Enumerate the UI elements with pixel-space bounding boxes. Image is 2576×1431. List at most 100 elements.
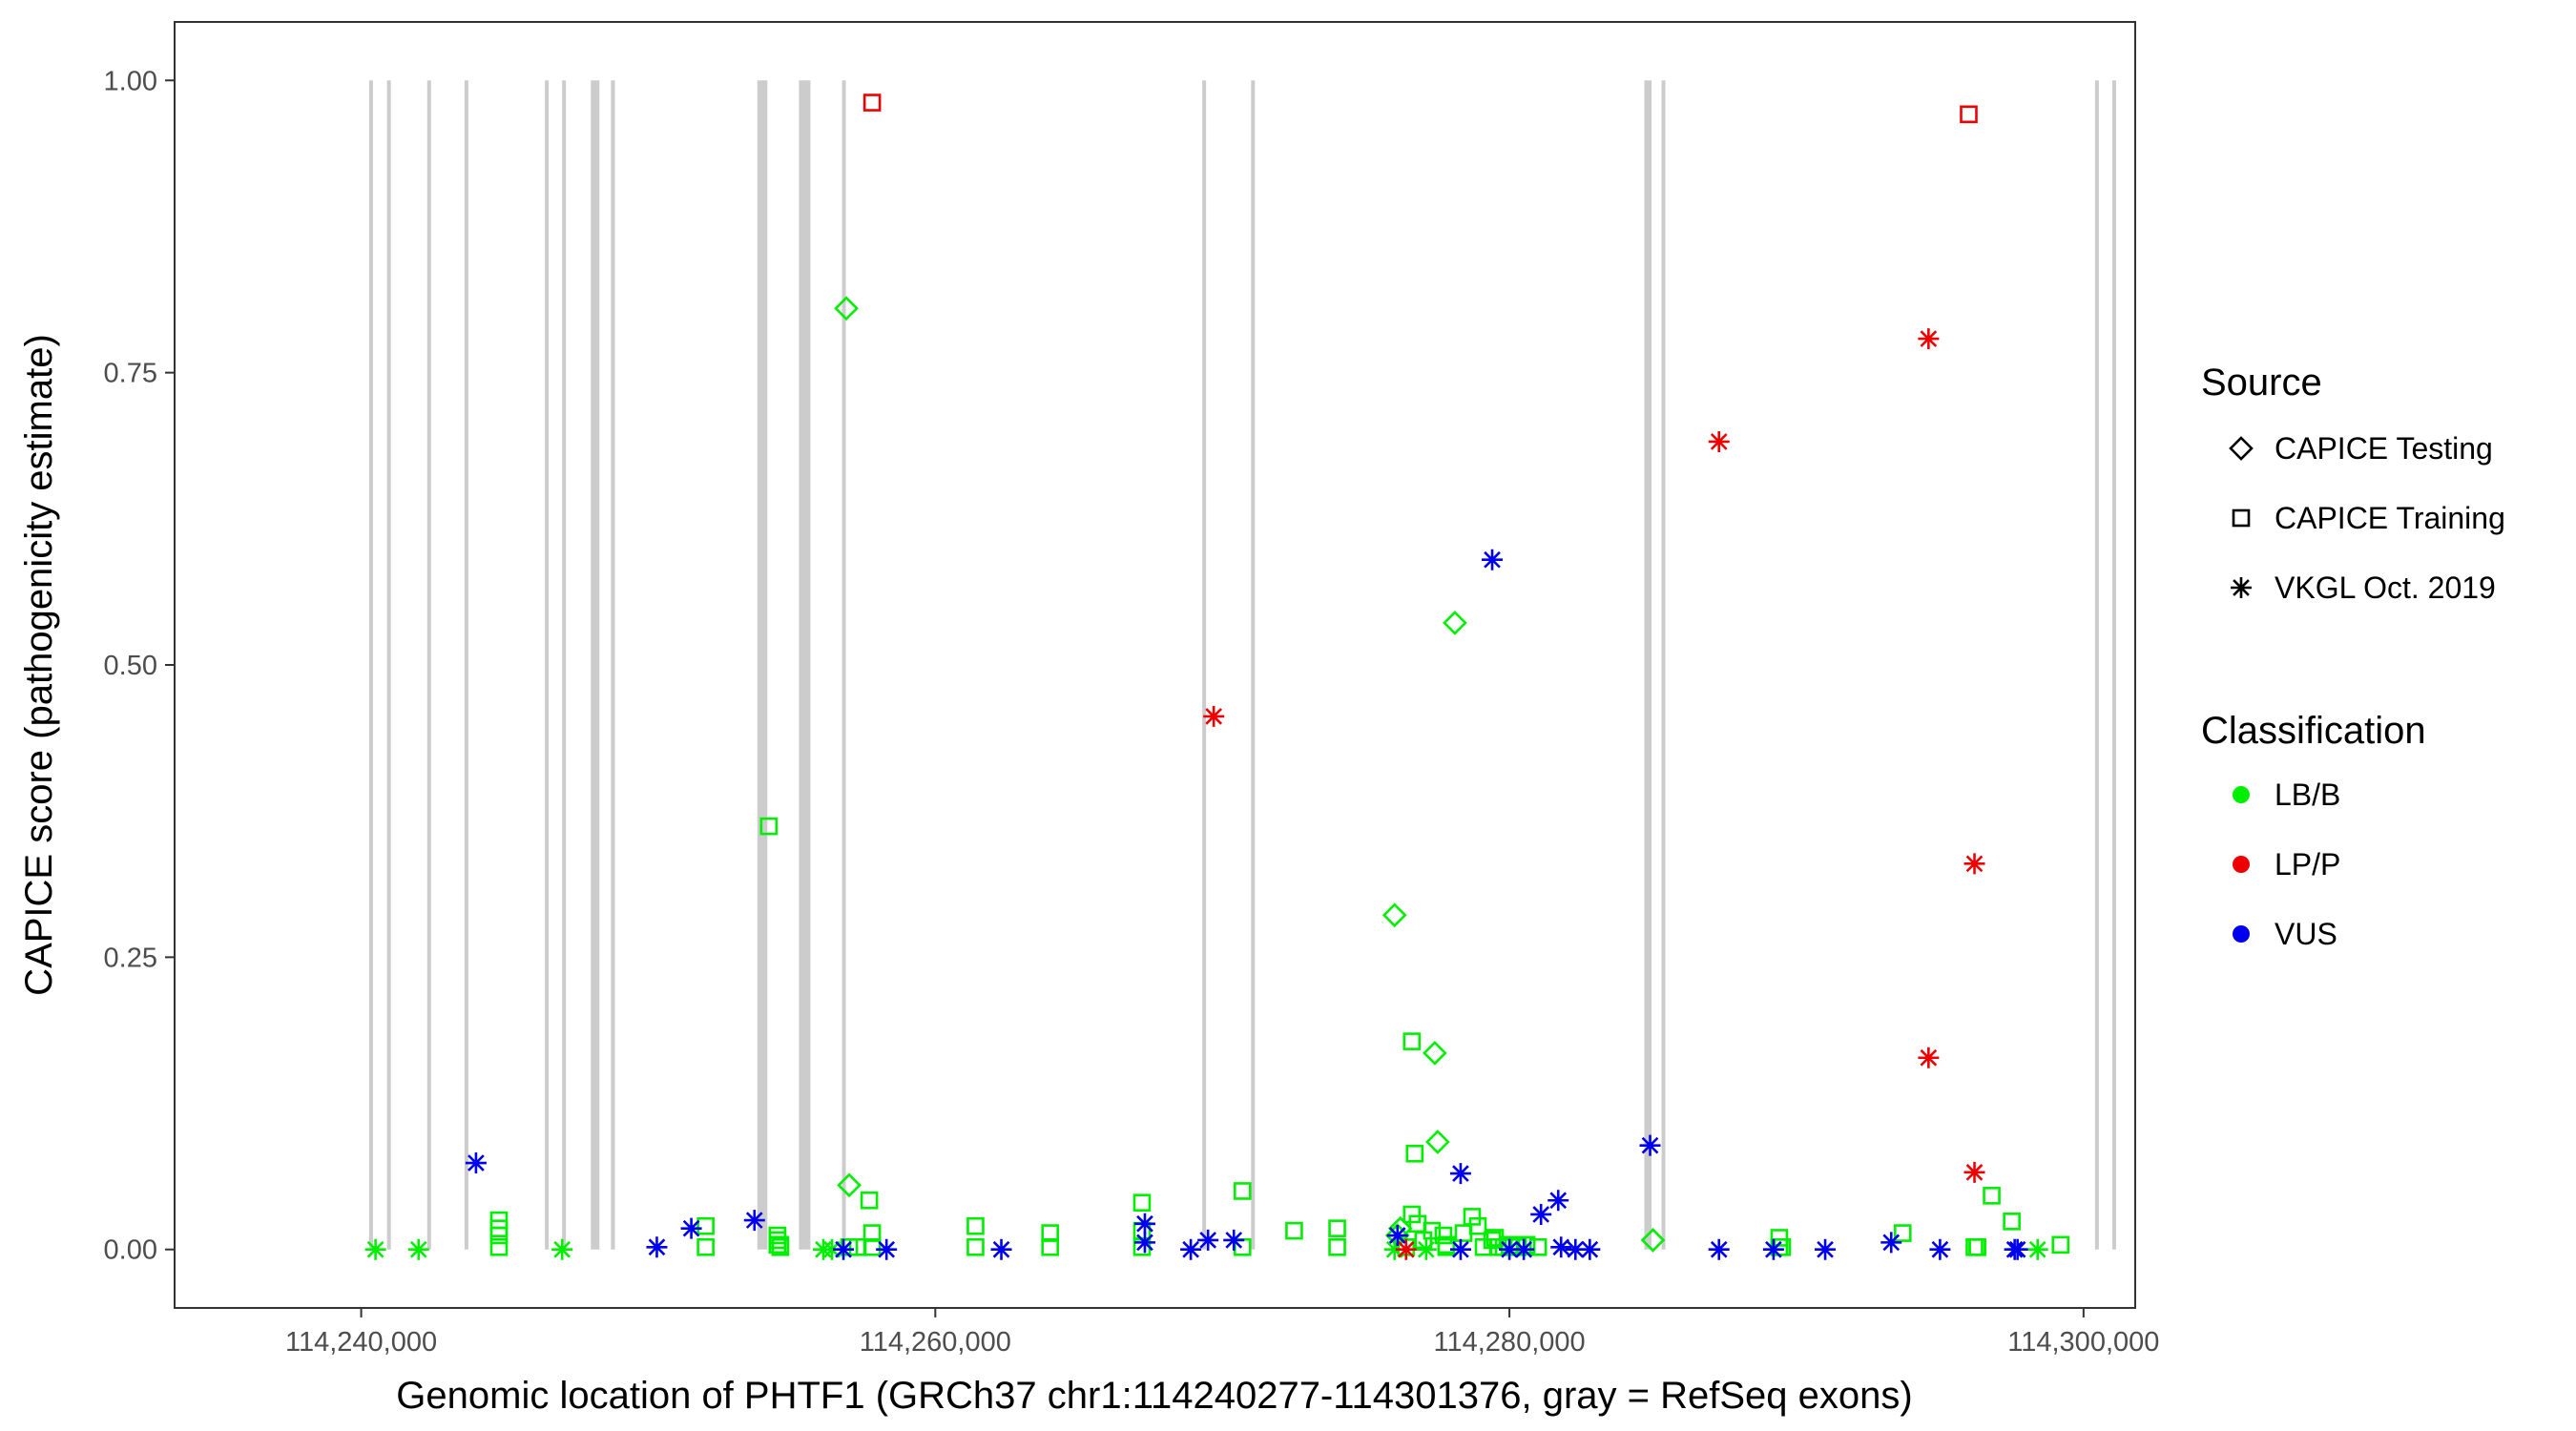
legend-classification-label: LB/B xyxy=(2275,778,2340,812)
y-tick-label: 1.00 xyxy=(104,66,157,96)
series-3 xyxy=(862,93,1978,124)
exon-band-2 xyxy=(386,80,391,1250)
data-point xyxy=(848,1237,867,1256)
x-tick-label: 114,280,000 xyxy=(1434,1327,1586,1358)
data-point xyxy=(876,1238,898,1260)
data-point xyxy=(1197,1229,1219,1251)
data-point xyxy=(1203,705,1225,727)
data-point xyxy=(646,1236,668,1258)
data-point xyxy=(1983,1187,2001,1205)
data-point xyxy=(1528,1237,1548,1256)
data-point xyxy=(1383,1238,1405,1260)
exon-band-17 xyxy=(2111,80,2116,1250)
data-point xyxy=(1963,1161,1985,1183)
data-point xyxy=(1233,1182,1252,1200)
exon-band-15 xyxy=(1661,80,1666,1250)
legend-classification-label: LP/P xyxy=(2275,847,2340,881)
x-tick-label: 114,260,000 xyxy=(860,1327,1011,1358)
data-point xyxy=(1405,1144,1424,1163)
data-point xyxy=(1328,1219,1346,1237)
x-tick-label: 114,300,000 xyxy=(2007,1327,2159,1358)
data-point xyxy=(489,1226,509,1245)
data-point xyxy=(1437,1237,1456,1256)
data-point xyxy=(1041,1237,1059,1256)
data-point xyxy=(1762,1238,1784,1260)
data-point xyxy=(1548,1190,1569,1212)
data-point xyxy=(1423,1221,1442,1240)
exon-band-1 xyxy=(368,80,373,1250)
data-point xyxy=(1423,1041,1447,1066)
legend-key-dot xyxy=(2233,856,2250,873)
data-point xyxy=(743,1210,765,1232)
legend-source-title: Source xyxy=(2201,362,2322,404)
exon-band-6 xyxy=(562,80,567,1250)
data-point xyxy=(2026,1238,2048,1260)
exon-band-11 xyxy=(841,80,846,1250)
series-5 xyxy=(1203,328,1985,1260)
data-point xyxy=(1449,1238,1471,1260)
exon-bands xyxy=(368,80,2116,1250)
data-point xyxy=(860,1191,879,1210)
y-axis-title: CAPICE score (pathogenicity estimate) xyxy=(18,334,60,996)
data-point xyxy=(1960,105,1978,124)
data-point xyxy=(465,1152,487,1174)
data-point xyxy=(821,1238,843,1260)
y-tick-label: 0.50 xyxy=(104,651,157,681)
legend-key-diamond xyxy=(2229,436,2254,461)
data-point xyxy=(2003,1213,2021,1231)
legend-source-label: CAPICE Testing xyxy=(2275,431,2493,466)
exon-band-14 xyxy=(1644,80,1652,1250)
data-point xyxy=(1402,1205,1422,1224)
data-point xyxy=(489,1237,509,1256)
data-point xyxy=(1815,1238,1837,1260)
data-point xyxy=(771,1237,790,1256)
data-point xyxy=(1708,430,1730,452)
data-point xyxy=(833,1238,855,1260)
data-point xyxy=(680,1217,702,1239)
data-point xyxy=(1918,328,1940,350)
data-point xyxy=(966,1237,985,1256)
x-tick-label: 114,240,000 xyxy=(285,1327,437,1358)
exon-band-7 xyxy=(591,80,600,1250)
data-point xyxy=(1415,1238,1437,1260)
data-point xyxy=(1386,1225,1408,1247)
data-point xyxy=(696,1216,715,1235)
data-point xyxy=(1708,1238,1730,1260)
data-point xyxy=(1550,1236,1572,1258)
data-point xyxy=(837,1172,862,1198)
data-point xyxy=(1880,1232,1902,1254)
data-point xyxy=(1463,1208,1482,1226)
legend-classification-title: Classification xyxy=(2201,710,2426,752)
legend-key-dot xyxy=(2233,925,2250,943)
data-point xyxy=(1468,1216,1487,1235)
legend-classification-label: VUS xyxy=(2275,917,2337,951)
x-axis-title: Genomic location of PHTF1 (GRCh37 chr1:1… xyxy=(396,1375,1912,1417)
series-6 xyxy=(465,549,2028,1260)
data-point xyxy=(1132,1193,1152,1213)
exon-band-10 xyxy=(799,80,811,1250)
axes: 114,240,000 114,260,000 114,280,000 114,300… xyxy=(104,66,2160,1358)
exon-band-9 xyxy=(757,80,768,1250)
data-point xyxy=(1893,1224,1912,1242)
exon-band-12 xyxy=(1202,80,1207,1250)
data-point xyxy=(834,296,859,321)
legend-classification: Classification LB/B LP/P VUS xyxy=(2201,710,2426,951)
data-point xyxy=(1402,1032,1422,1050)
data-point xyxy=(1499,1238,1521,1260)
data-point xyxy=(990,1238,1012,1260)
data-point xyxy=(551,1238,573,1260)
y-tick-label: 0.00 xyxy=(104,1235,157,1266)
exon-band-16 xyxy=(2094,80,2099,1250)
data-point xyxy=(1963,853,1985,875)
data-point xyxy=(1223,1229,1245,1251)
legend-key-asterisk xyxy=(2231,577,2252,598)
data-point xyxy=(1133,1213,1155,1234)
exon-band-4 xyxy=(464,80,468,1250)
exon-band-13 xyxy=(1251,80,1256,1250)
series-4 xyxy=(364,1238,2048,1260)
data-point xyxy=(1968,1237,1986,1256)
data-point xyxy=(407,1238,429,1260)
data-point xyxy=(759,817,779,836)
data-point xyxy=(1929,1238,1951,1260)
